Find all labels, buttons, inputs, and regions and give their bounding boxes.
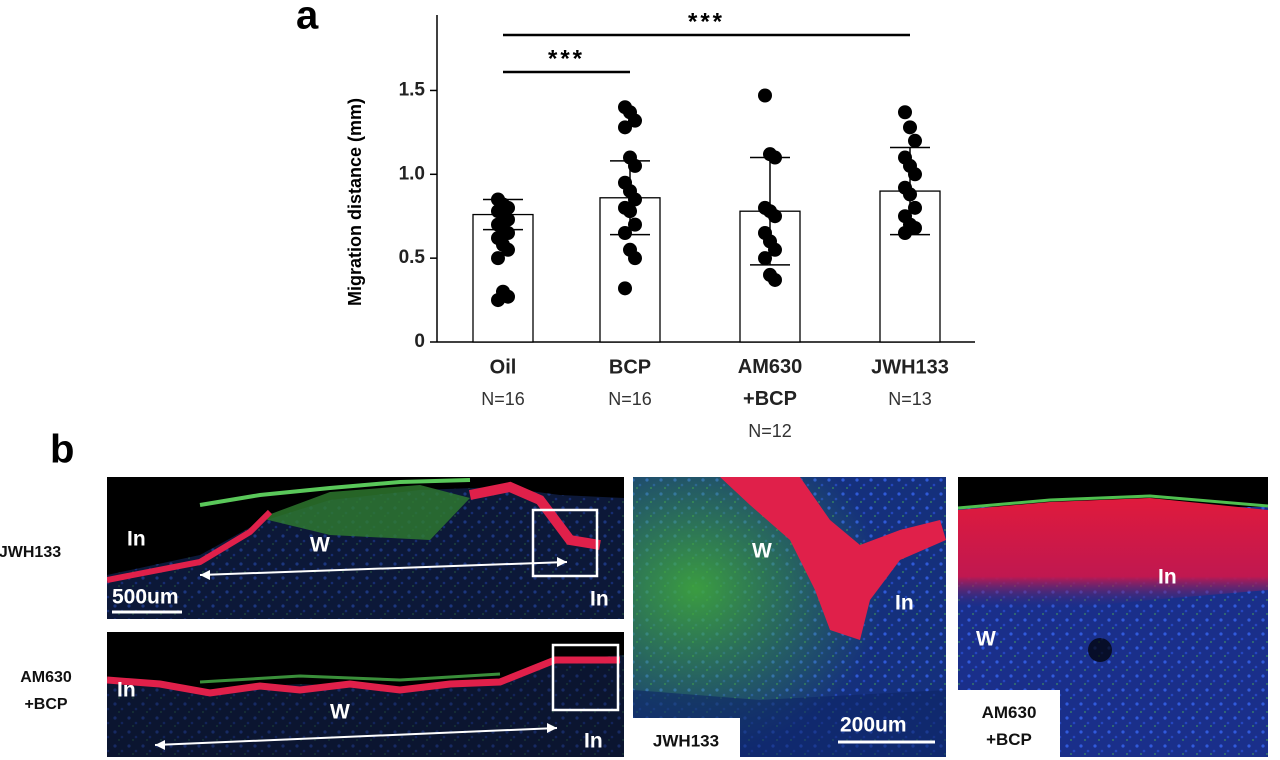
data-point (491, 293, 505, 308)
tissue-label: W (976, 628, 996, 651)
data-point (618, 281, 632, 296)
tissue-label: In (127, 528, 146, 551)
data-point (618, 226, 632, 240)
data-point (758, 88, 772, 103)
tissue-label: W (330, 701, 350, 724)
data-point (491, 251, 505, 266)
data-point (768, 242, 782, 257)
data-point (501, 242, 515, 257)
data-point (618, 120, 632, 135)
micrograph: W In 200um JWH133 (633, 477, 946, 757)
row-label: AM630 +BCP (20, 669, 72, 713)
n-label: N=16 (608, 389, 652, 409)
tissue-label: W (752, 540, 772, 563)
data-point (628, 113, 642, 128)
data-point (768, 209, 782, 224)
significance-label: *** (688, 8, 725, 35)
tissue-label: In (1158, 566, 1177, 589)
data-point (628, 158, 642, 173)
x-tick-label: JWH133 (871, 356, 949, 378)
image-caption: AM630 +BCP (982, 703, 1037, 749)
data-point (898, 105, 912, 120)
error-bar (483, 198, 523, 231)
data-point (908, 133, 922, 148)
tissue-label: In (895, 592, 914, 615)
scale-bar-label: 500um (112, 586, 179, 609)
scale-bar-label: 200um (840, 714, 907, 737)
data-point (908, 200, 922, 215)
tissue-label: In (584, 730, 603, 753)
y-tick-label: 1.0 (399, 163, 425, 184)
n-label: N=16 (481, 389, 525, 409)
micrograph: In W In 500um (107, 477, 624, 619)
micrograph: In W In (107, 632, 624, 757)
tissue-label: In (117, 679, 136, 702)
error-bar (750, 156, 790, 266)
x-tick-label: AM630 +BCP (738, 356, 802, 410)
panel-label: a (296, 0, 319, 38)
data-point (758, 251, 772, 266)
tissue-label: W (310, 534, 330, 557)
y-tick-label: 0.5 (399, 247, 426, 268)
chart-panel: a Migration distance (mm) 0 0.5 1.0 1.5 Oil N… (296, 0, 975, 441)
y-tick-label: 1.5 (399, 79, 426, 100)
image-caption: JWH133 (653, 731, 719, 750)
x-tick-label: BCP (609, 356, 651, 378)
data-point (628, 251, 642, 266)
n-label: N=12 (748, 421, 792, 441)
row-label: JWH133 (0, 544, 61, 561)
tissue-label: In (590, 588, 609, 611)
data-point (628, 217, 642, 232)
error-bar (610, 160, 650, 236)
micrograph: In W AM630 +BCP (958, 477, 1268, 757)
y-axis-title: Migration distance (mm) (345, 98, 365, 306)
x-tick-label: Oil (490, 356, 517, 378)
data-point (908, 167, 922, 182)
data-point (898, 226, 912, 240)
panel-b: b JWH133 AM630 +BCP In W In 500um (0, 428, 1268, 757)
panel-label: b (50, 428, 74, 472)
data-point (628, 192, 642, 207)
y-tick-label: 0 (414, 331, 425, 352)
data-point (768, 272, 782, 287)
error-bar (890, 146, 930, 236)
n-label: N=13 (888, 389, 932, 409)
significance-label: *** (548, 45, 585, 72)
data-point (903, 120, 917, 135)
